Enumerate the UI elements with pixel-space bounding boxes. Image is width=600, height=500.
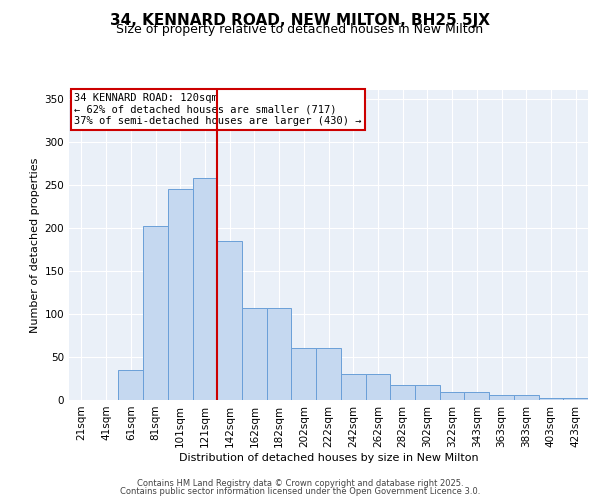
Bar [514,395,539,400]
Bar [193,178,217,400]
Bar [464,392,489,400]
Text: 34 KENNARD ROAD: 120sqm
← 62% of detached houses are smaller (717)
37% of semi-d: 34 KENNARD ROAD: 120sqm ← 62% of detache… [74,93,362,126]
Bar [415,384,440,400]
Y-axis label: Number of detached properties: Number of detached properties [30,158,40,332]
Bar [242,308,267,400]
Bar [118,370,143,400]
Bar [365,374,390,400]
Bar [217,240,242,400]
Bar [267,308,292,400]
Text: Size of property relative to detached houses in New Milton: Size of property relative to detached ho… [116,24,484,36]
Text: 34, KENNARD ROAD, NEW MILTON, BH25 5JX: 34, KENNARD ROAD, NEW MILTON, BH25 5JX [110,12,490,28]
X-axis label: Distribution of detached houses by size in New Milton: Distribution of detached houses by size … [179,452,478,462]
Bar [563,398,588,400]
Bar [489,395,514,400]
Bar [143,226,168,400]
Bar [341,374,365,400]
Text: Contains HM Land Registry data © Crown copyright and database right 2025.: Contains HM Land Registry data © Crown c… [137,478,463,488]
Bar [440,392,464,400]
Bar [292,348,316,400]
Bar [539,398,563,400]
Bar [168,189,193,400]
Bar [316,348,341,400]
Bar [390,384,415,400]
Text: Contains public sector information licensed under the Open Government Licence 3.: Contains public sector information licen… [120,487,480,496]
